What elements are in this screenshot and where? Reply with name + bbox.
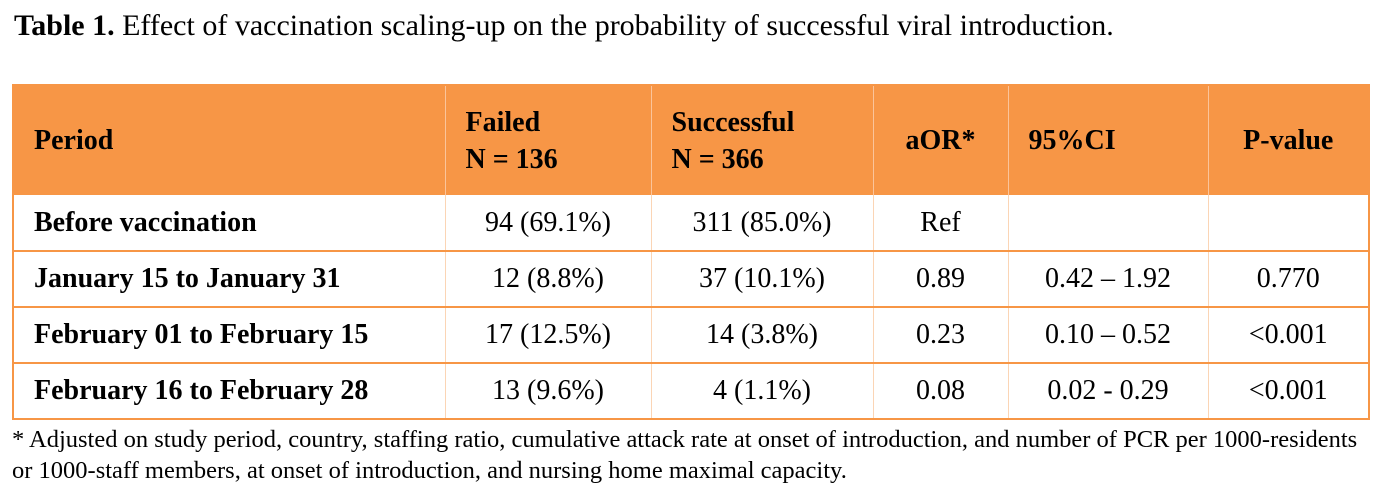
cell-period: February 16 to February 28 [12, 363, 445, 420]
cell-aor: 0.08 [872, 363, 1008, 420]
cell-aor: 0.23 [872, 307, 1008, 364]
cell-ci: 0.02 - 0.29 [1007, 363, 1208, 420]
cell-failed: 17 (12.5%) [444, 307, 651, 364]
table-caption: Table 1. Effect of vaccination scaling-u… [14, 6, 1114, 46]
table-caption-text: Effect of vaccination scaling-up on the … [114, 9, 1114, 42]
cell-ci: 0.10 – 0.52 [1007, 307, 1208, 364]
header-aor: aOR* [872, 84, 1008, 195]
cell-ci [1007, 195, 1208, 252]
cell-successful: 311 (85.0%) [650, 195, 873, 252]
cell-p-value: 0.770 [1207, 251, 1370, 308]
cell-successful: 14 (3.8%) [650, 307, 873, 364]
table-caption-label: Table 1. [14, 9, 115, 42]
cell-successful: 37 (10.1%) [650, 251, 873, 308]
cell-p-value: <0.001 [1207, 363, 1370, 420]
cell-period: Before vaccination [12, 195, 445, 252]
header-p-value: P-value [1207, 84, 1370, 195]
cell-period: January 15 to January 31 [12, 251, 445, 308]
cell-failed: 13 (9.6%) [444, 363, 651, 420]
header-period: Period [12, 84, 445, 195]
table-row: February 16 to February 28 13 (9.6%) 4 (… [12, 363, 1370, 420]
cell-period: February 01 to February 15 [12, 307, 445, 364]
cell-aor: 0.89 [872, 251, 1008, 308]
cell-ci: 0.42 – 1.92 [1007, 251, 1208, 308]
table-header-row: Period Failed N = 136 Successful N = 366 a… [12, 84, 1370, 195]
table-row: Before vaccination 94 (69.1%) 311 (85.0%… [12, 195, 1370, 252]
cell-aor: Ref [872, 195, 1008, 252]
table-footnote: * Adjusted on study period, country, sta… [12, 426, 1358, 484]
cell-failed: 94 (69.1%) [444, 195, 651, 252]
table-row: February 01 to February 15 17 (12.5%) 14… [12, 307, 1370, 364]
table-row: January 15 to January 31 12 (8.8%) 37 (1… [12, 251, 1370, 308]
cell-failed: 12 (8.8%) [444, 251, 651, 308]
header-failed: Failed N = 136 [444, 84, 651, 195]
header-successful: Successful N = 366 [650, 84, 873, 195]
cell-p-value [1207, 195, 1370, 252]
cell-p-value: <0.001 [1207, 307, 1370, 364]
cell-successful: 4 (1.1%) [650, 363, 873, 420]
vaccination-effect-table: Period Failed N = 136 Successful N = 366 a… [12, 84, 1370, 420]
header-95ci: 95%CI [1007, 84, 1208, 195]
